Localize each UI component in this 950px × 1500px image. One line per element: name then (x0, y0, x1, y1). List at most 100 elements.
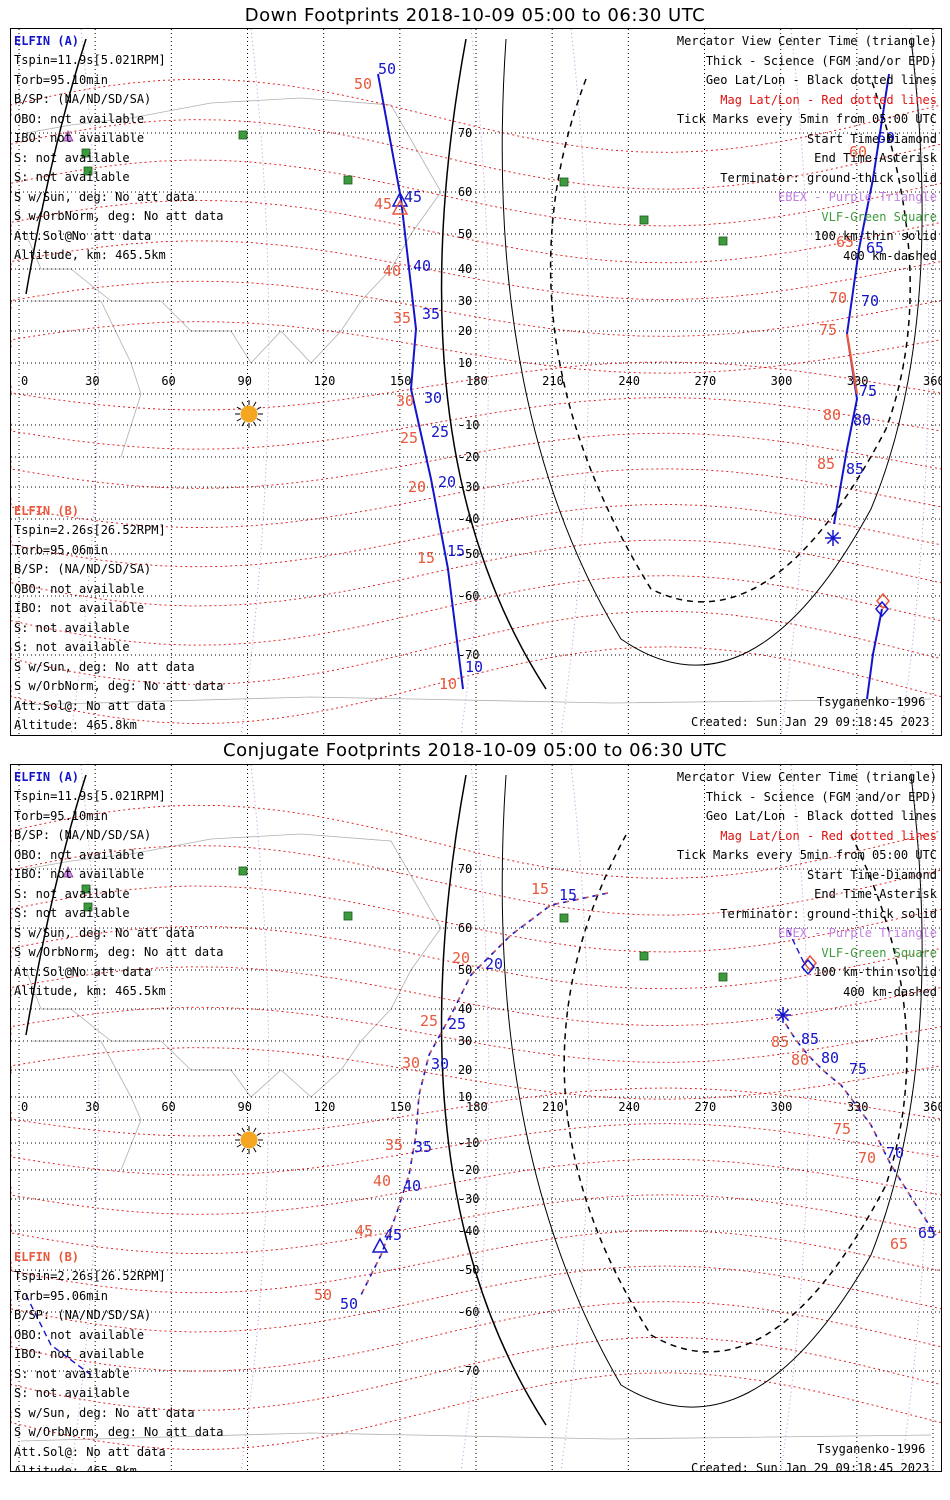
mag-meridian (70, 29, 100, 735)
elfin-b-title: ELFIN (B) (14, 1250, 80, 1264)
elfin-b-line-8: S w/OrbNorm, deg: No att data (14, 1425, 224, 1439)
tick-label-4: 40 (413, 257, 431, 275)
elfin-a-line-9: Att.Sol@No att data (14, 228, 152, 243)
legend-line-1: Thick - Science (FGM and/or EPD) (705, 789, 937, 804)
tick-label-19: 60 (849, 143, 867, 161)
tick-label-6: 30 (431, 1055, 449, 1073)
elfin-a-line-0: Tspin=11.9s[5.021RPM] (14, 789, 166, 803)
lon-label-180: 180 (466, 1100, 488, 1114)
legend-line-5: Start Time-Diamond (806, 867, 937, 882)
sun-ray (236, 1132, 242, 1136)
tick-label-18: 80 (821, 1049, 839, 1067)
elfin-b-line-9: Att.Sol@: No att data (14, 1444, 166, 1459)
tick-label-26: 80 (853, 411, 871, 429)
mag-parallel (11, 804, 941, 879)
lat-label-10: 10 (458, 1090, 472, 1104)
elfin-a-line-2: B/SP: (NA/ND/SD/SA) (14, 92, 152, 106)
vlf-square-5 (639, 951, 649, 961)
footprint-400km (549, 78, 911, 603)
tick-label-21: 75 (833, 1120, 851, 1138)
mag-meridians (70, 765, 930, 1471)
mag-parallel (11, 468, 941, 529)
sun-ray (241, 1127, 245, 1133)
elfin-a-line-1: Torb=95.10min (14, 72, 108, 87)
vlf-square-1 (81, 884, 91, 894)
tick-label-23: 70 (829, 289, 847, 307)
tick-label-9: 30 (396, 392, 414, 410)
end-time-asterisk (775, 1007, 791, 1023)
mag-meridian (240, 29, 270, 735)
legend-line-11: 400 km-dashed (843, 248, 937, 263)
mag-meridian (460, 29, 490, 735)
mag-parallel (11, 1158, 941, 1215)
tick-label-28: 85 (846, 460, 864, 478)
lat-label-60: 60 (458, 921, 472, 935)
sun-ray (256, 406, 262, 410)
sun-icon (235, 1126, 263, 1154)
vlf-square-6 (718, 972, 728, 982)
tick-label-0: 50 (378, 60, 396, 78)
mag-meridian (70, 765, 100, 1471)
lat-label--40: -40 (458, 1224, 480, 1238)
elfin-a-line-8: S w/OrbNorm, deg: No att data (14, 945, 224, 959)
tick-label-22: 70 (861, 292, 879, 310)
mag-meridian (460, 765, 490, 1471)
vlf-square-4 (559, 913, 569, 923)
legend-line-6: End Time-Asterisk (814, 887, 937, 901)
lat-label--10: -10 (458, 1136, 480, 1150)
lat-label-40: 40 (458, 262, 472, 276)
elfin-a-line-6: S: not available (14, 906, 130, 920)
elfin-b-line-7: S w/Sun, deg: No att data (14, 1405, 195, 1420)
terminator-left (25, 38, 87, 295)
mag-parallel (11, 432, 941, 489)
lon-label-30: 30 (85, 1100, 99, 1114)
elfin-a-line-4: IBO: not available (14, 867, 145, 881)
lon-label-90: 90 (238, 374, 252, 388)
mag-parallel (11, 503, 941, 568)
elfin-a-line-0: Tspin=11.9s[5.021RPM] (14, 53, 166, 67)
lon-label-270: 270 (695, 374, 717, 388)
elfin-b-title: ELFIN (B) (14, 504, 80, 518)
tick-label-17: 10 (439, 675, 457, 693)
legend-line-11: 400 km-dashed (843, 984, 937, 999)
elfin-b-line-6: S: not available (14, 1386, 130, 1400)
mag-meridian (560, 29, 590, 735)
mag-meridian (560, 765, 590, 1471)
mag-meridian (780, 29, 810, 735)
lat-label-70: 70 (458, 862, 472, 876)
mag-meridian (240, 765, 270, 1471)
elfin-b-line-4: IBO: not available (14, 1347, 145, 1361)
legend-line-8: EBEX - Purple Triangle (778, 190, 937, 204)
tick-label-19: 80 (791, 1051, 809, 1069)
lon-label-60: 60 (161, 374, 175, 388)
lon-label-120: 120 (314, 1100, 336, 1114)
mag-parallel (11, 397, 941, 450)
sun-disc (240, 1131, 258, 1149)
elfin-a-line-5: S: not available (14, 150, 130, 165)
vlf-square-0 (238, 866, 248, 876)
mag-parallel (11, 1265, 941, 1333)
track-0 (360, 892, 609, 1296)
created-label: Created: Sun Jan 29 09:18:45 2023 (691, 1461, 930, 1472)
elfin-a-line-3: OBO: not available (14, 847, 145, 862)
legend-line-5: Start Time-Diamond (806, 131, 937, 146)
elfin-b-line-7: S w/Sun, deg: No att data (14, 659, 195, 674)
tick-label-15: 50 (314, 1286, 332, 1304)
sun-ray (256, 1144, 262, 1148)
down-footprints-title: Down Footprints 2018-10-09 05:00 to 06:3… (244, 5, 706, 26)
elfin-a-line-1: Torb=95.10min (14, 808, 108, 823)
vlf-square-2 (83, 166, 93, 176)
tick-label-10: 40 (403, 1177, 421, 1195)
legend-line-7: Terminator: ground-thick solid (720, 170, 937, 185)
elfin-a-line-4: IBO: not available (14, 131, 145, 145)
lon-label-150: 150 (390, 374, 412, 388)
legend-line-0: Mercator View Center Time (triangle) (676, 770, 937, 784)
sun-ray (253, 421, 257, 427)
mag-parallel (11, 280, 941, 337)
lat-label--30: -30 (458, 1192, 480, 1206)
terminator-left (25, 774, 87, 1036)
vlf-square-3 (343, 175, 353, 185)
lat-label--20: -20 (458, 1163, 480, 1177)
geo-grid (11, 29, 941, 735)
lon-label-330: 330 (847, 374, 869, 388)
